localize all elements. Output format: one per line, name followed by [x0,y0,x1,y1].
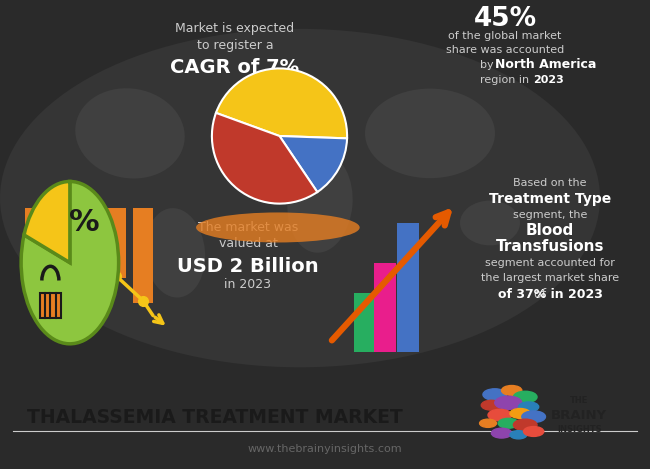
Text: THALASSEMIA TREATMENT MARKET: THALASSEMIA TREATMENT MARKET [27,408,403,427]
Circle shape [502,386,522,395]
Bar [133,208,153,303]
Text: Market is expected: Market is expected [176,23,294,35]
FancyBboxPatch shape [40,294,61,318]
Bar [52,208,72,253]
Text: Treatment Type: Treatment Type [489,192,611,206]
Circle shape [519,402,539,412]
Wedge shape [280,136,347,192]
Text: The market was: The market was [198,221,298,234]
Text: %: % [69,208,100,236]
Circle shape [481,401,502,410]
Circle shape [514,419,537,431]
Circle shape [522,411,545,423]
Text: 2023: 2023 [533,75,564,84]
Text: USD 2 Billion: USD 2 Billion [177,257,318,276]
Text: CAGR of 7%: CAGR of 7% [170,58,300,77]
Circle shape [510,408,530,418]
Wedge shape [21,182,118,344]
Text: Blood: Blood [526,223,574,238]
Text: www.thebrainyinsights.com: www.thebrainyinsights.com [248,444,402,454]
Ellipse shape [196,212,359,242]
Bar [25,208,45,238]
Text: segment, the: segment, the [513,210,587,220]
Ellipse shape [75,88,185,179]
Text: of: of [534,288,550,301]
Text: share was accounted: share was accounted [446,45,564,55]
Bar [374,263,396,352]
Circle shape [514,391,537,403]
Ellipse shape [145,208,205,297]
Text: Transfusions: Transfusions [496,239,604,254]
Text: segment accounted for: segment accounted for [485,258,615,268]
Text: of the global market: of the global market [448,31,562,41]
Bar [397,223,419,352]
Text: BRAINY: BRAINY [551,408,607,422]
Circle shape [488,409,512,421]
Text: Based on the: Based on the [514,178,587,188]
Text: to register a: to register a [197,39,273,52]
Wedge shape [216,68,347,138]
Ellipse shape [0,29,600,367]
Text: region in: region in [480,75,529,84]
Circle shape [495,396,522,409]
Text: valued at: valued at [218,237,278,250]
Text: 45%: 45% [473,6,536,32]
Circle shape [498,418,519,428]
Text: the largest market share: the largest market share [481,272,619,283]
Text: by: by [480,60,493,70]
Text: North America: North America [495,58,597,71]
Text: in 2023: in 2023 [224,278,272,291]
Bar [354,293,376,352]
Text: THE: THE [570,396,588,405]
Circle shape [491,428,512,438]
Circle shape [483,389,506,401]
Circle shape [480,419,497,427]
Ellipse shape [365,89,495,178]
Circle shape [510,431,527,439]
Bar [106,208,126,278]
Wedge shape [24,182,70,263]
Ellipse shape [287,153,353,253]
Bar [79,208,99,263]
Ellipse shape [270,89,330,138]
Wedge shape [212,113,317,204]
Text: of 37% in 2023: of 37% in 2023 [497,288,603,301]
Text: INSIGHTS: INSIGHTS [557,425,602,434]
Ellipse shape [460,201,520,245]
Circle shape [523,427,544,436]
